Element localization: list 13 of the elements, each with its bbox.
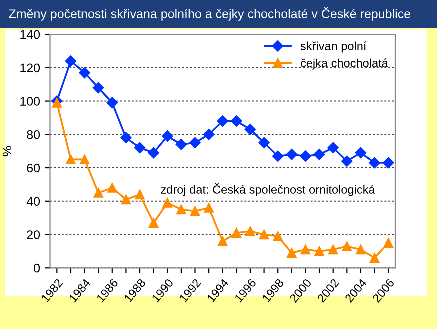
legend-label: skřivan polní: [300, 42, 367, 53]
y-tick-label: 80: [27, 130, 40, 140]
y-tick-label: 0: [34, 264, 40, 273]
legend-label: čejka chocholatá: [300, 58, 388, 70]
y-tick-label: 20: [27, 230, 40, 240]
y-tick-label: 100: [20, 97, 40, 106]
chart-title: Změny početnosti skřivana polního a čejky chocholaté v České republice: [9, 7, 410, 21]
annotation: zdroj dat: Česká společnost ornitologická: [161, 184, 376, 196]
y-tick-label: 60: [27, 164, 40, 173]
y-tick-label: 140: [20, 30, 40, 40]
y-tick-label: 120: [20, 64, 40, 73]
y-tick-label: 40: [26, 197, 40, 206]
y-axis-title: %: [2, 146, 12, 156]
